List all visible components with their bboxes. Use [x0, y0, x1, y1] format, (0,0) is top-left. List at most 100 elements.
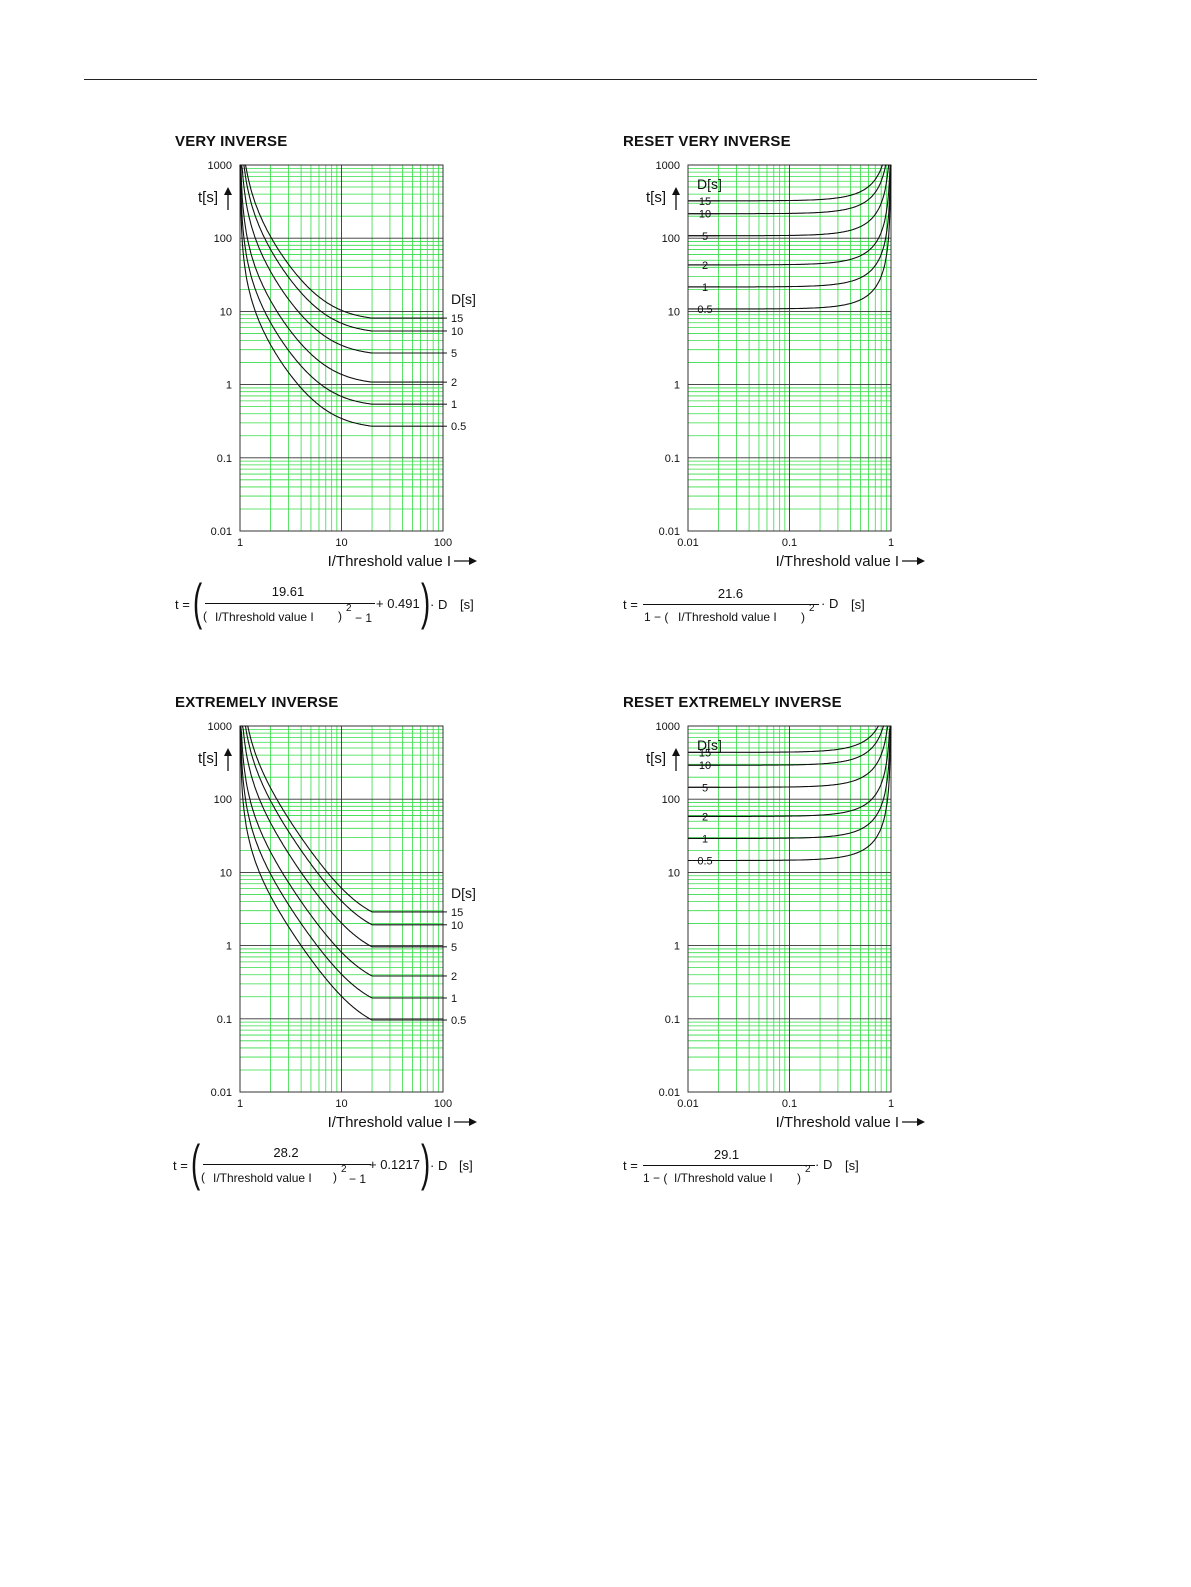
formula-units: [s]: [851, 597, 865, 612]
y-tick-label: 10: [220, 867, 232, 879]
series-label: 2: [451, 971, 457, 983]
y-tick-label: 100: [662, 794, 680, 806]
grid: [687, 164, 892, 532]
series-label: 2: [702, 811, 708, 823]
formula-numerator: 29.1: [713, 1147, 740, 1162]
curve-line: [688, 725, 892, 839]
curve-line: [239, 725, 443, 999]
y-tick-label: 1000: [208, 160, 232, 172]
series-label: 10: [451, 326, 463, 338]
curve-line: [688, 164, 892, 288]
chart-title: EXTREMELY INVERSE: [175, 694, 339, 711]
x-tick-label: 1: [237, 1098, 243, 1110]
curve-line: [240, 725, 443, 926]
formula-constant: + 0.491: [376, 596, 420, 611]
x-tick-label: 100: [434, 1098, 452, 1110]
formula-exponent: 2: [341, 1164, 347, 1175]
formula-paren-right: ): [797, 1171, 801, 1185]
y-tick-label: 1000: [656, 721, 680, 733]
curve-line: [239, 164, 443, 427]
curve-line: [240, 164, 443, 383]
formula-paren-left: (: [201, 1170, 205, 1184]
chart-reset-very-inverse: 0.01 0.1 1 10 100 1000 0.01 0.1 1 t[s] I/Threshold…: [646, 160, 925, 570]
formula-very-inverse: t = ( 19.61 ( I/Threshold value I ) 2 − …: [175, 577, 495, 633]
x-axis-arrowhead: [917, 557, 925, 565]
chart-title: VERY INVERSE: [175, 133, 288, 150]
chart-extremely-inverse: 0.01 0.1 1 10 100 1000 1 10 100 t[s] I/Threshold v…: [198, 721, 477, 1131]
formula-close-paren: ): [421, 1135, 431, 1191]
y-tick-label: 100: [214, 233, 232, 245]
series-label: 1: [451, 399, 457, 411]
chart-very-inverse: 0.01 0.1 1 10 100 1000 1 10 100 t[s] I/Threshold v…: [198, 160, 477, 570]
x-axis-arrowhead: [917, 1118, 925, 1126]
curves: [688, 164, 892, 310]
formula-denominator: I/Threshold value I: [674, 1171, 773, 1185]
series-label: 0.5: [451, 421, 466, 433]
formula-units: [s]: [459, 1158, 473, 1173]
series-label: 15: [699, 196, 711, 208]
series-label: 5: [451, 348, 457, 360]
series-label: 0.5: [697, 304, 712, 316]
y-axis-arrowhead: [672, 187, 680, 195]
formula-minus-one: − 1: [355, 611, 373, 625]
curve-line: [239, 164, 443, 405]
y-axis-arrowhead: [224, 187, 232, 195]
y-tick-label: 1: [674, 380, 680, 392]
y-axis-label: t[s]: [198, 189, 218, 206]
formula-one-minus: 1 − (: [644, 610, 669, 624]
y-tick-label: 0.01: [659, 526, 680, 538]
y-tick-label: 0.01: [211, 1087, 232, 1099]
series-label: 5: [702, 782, 708, 794]
series-label: 10: [451, 920, 463, 932]
y-tick-label: 100: [662, 233, 680, 245]
legend-title: D[s]: [697, 176, 722, 192]
formula-close-paren: ): [421, 574, 431, 630]
y-tick-label: 100: [214, 794, 232, 806]
series-label: 0.5: [451, 1015, 466, 1027]
panel-reset-very-inverse: RESET VERY INVERSE 0.01 0.1 1 10 100 1000 0.01…: [623, 133, 1093, 673]
curve-line: [688, 725, 891, 766]
series-label: 10: [699, 760, 711, 772]
panel-reset-extremely-inverse: RESET EXTREMELY INVERSE 0.01 0.1 1 10 100 100…: [623, 694, 1093, 1234]
formula-fraction-line: [643, 604, 819, 605]
y-axis-arrowhead: [224, 748, 232, 756]
formula-exponent: 2: [805, 1164, 811, 1175]
curve-line: [688, 725, 892, 862]
series-label: 15: [451, 313, 463, 325]
formula-tail: · D: [815, 1157, 833, 1172]
y-tick-label: 10: [220, 306, 232, 318]
curve-line: [240, 725, 443, 977]
formula-exponent: 2: [809, 603, 815, 614]
x-axis-arrowhead: [469, 1118, 477, 1126]
y-axis-label: t[s]: [198, 750, 218, 767]
series-label: 1: [702, 833, 708, 845]
y-tick-label: 0.01: [211, 526, 232, 538]
panel-very-inverse: VERY INVERSE 0.01 0.1 1 10 100 1000 1 10 100 t[s]…: [175, 133, 645, 673]
curve-line: [688, 725, 891, 788]
formula-one-minus: 1 − (: [643, 1171, 668, 1185]
series-label: 5: [451, 942, 457, 954]
chart-reset-extremely-inverse: 0.01 0.1 1 10 100 1000 0.01 0.1 1 t[s] I/Threshold…: [646, 721, 925, 1131]
curve-line: [240, 725, 443, 913]
y-tick-label: 0.1: [665, 1014, 680, 1026]
formula-reset-very-inverse: t = 21.6 1 − ( I/Threshold value I ) 2 ·…: [623, 583, 923, 635]
series-label: 1: [702, 282, 708, 294]
series-label: 2: [702, 260, 708, 272]
x-axis-label: I/Threshold value I: [328, 1114, 451, 1131]
curve-line: [688, 725, 891, 753]
y-tick-label: 1: [226, 941, 232, 953]
y-axis-label: t[s]: [646, 189, 666, 206]
y-tick-label: 1000: [656, 160, 680, 172]
series-label: 1: [451, 993, 457, 1005]
series-label: 10: [699, 209, 711, 221]
formula-extremely-inverse: t = ( 28.2 ( I/Threshold value I ) 2 − 1…: [173, 1138, 493, 1194]
formula-reset-extremely-inverse: t = 29.1 1 − ( I/Threshold value I ) 2 ·…: [623, 1144, 923, 1196]
y-tick-label: 0.1: [217, 453, 232, 465]
formula-units: [s]: [845, 1158, 859, 1173]
series-label: 15: [699, 747, 711, 759]
x-tick-label: 10: [335, 1098, 347, 1110]
formula-numerator: 19.61: [271, 584, 305, 599]
x-axis-arrowhead: [469, 557, 477, 565]
formula-units: [s]: [460, 597, 474, 612]
y-tick-label: 10: [668, 867, 680, 879]
